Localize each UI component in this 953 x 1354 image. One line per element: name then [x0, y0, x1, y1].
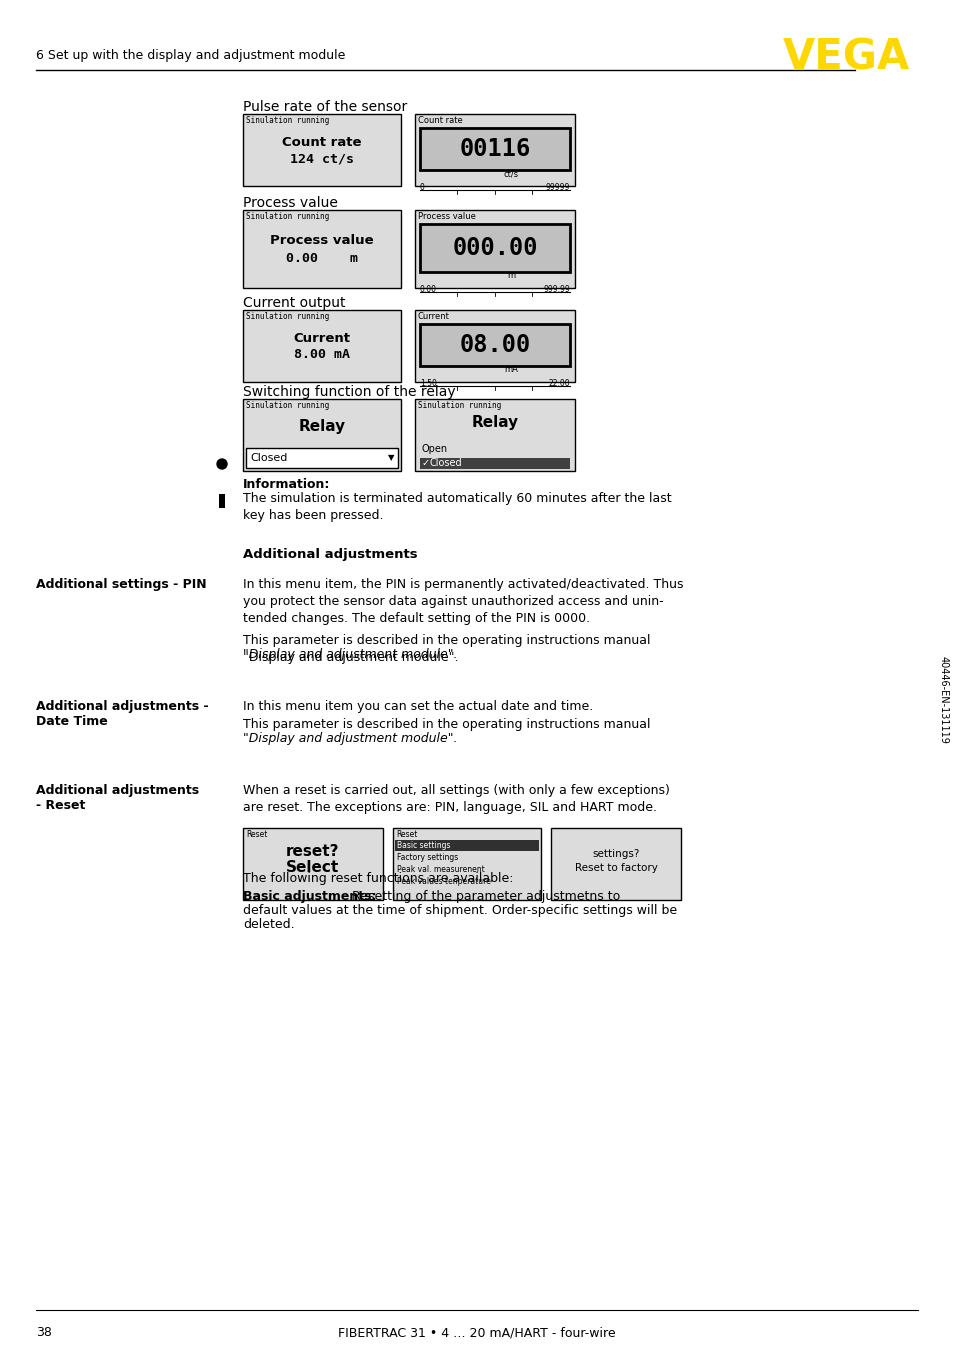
Text: Relay: Relay	[471, 416, 518, 431]
Text: Switching function of the relay: Switching function of the relay	[243, 385, 456, 399]
Text: Information:: Information:	[243, 478, 330, 492]
Bar	[243, 399, 400, 471]
Text: 99999: 99999	[545, 183, 569, 192]
Bar	[415, 310, 575, 382]
Bar	[243, 310, 400, 382]
Text: 1.50: 1.50	[419, 379, 436, 389]
Text: m: m	[506, 272, 515, 280]
Text: In this menu item you can set the actual date and time.: In this menu item you can set the actual…	[243, 700, 593, 714]
Text: ▼: ▼	[387, 454, 394, 463]
Bar	[243, 829, 382, 900]
Text: The simulation is terminated automatically 60 minutes after the last
key has bee: The simulation is terminated automatical…	[243, 492, 671, 523]
Text: mA: mA	[503, 366, 517, 375]
Bar	[415, 399, 575, 471]
Text: Reset: Reset	[395, 830, 416, 839]
Text: Closed: Closed	[430, 458, 462, 468]
Text: 999.99: 999.99	[542, 284, 569, 294]
Text: Factory settings: Factory settings	[396, 853, 457, 862]
Text: The following reset functions are available:: The following reset functions are availa…	[243, 872, 513, 886]
Text: default values at the time of shipment. Order-specific settings will be: default values at the time of shipment. …	[243, 904, 677, 917]
Text: Current: Current	[417, 311, 450, 321]
Text: Process value: Process value	[417, 213, 476, 221]
Text: 40446-EN-131119: 40446-EN-131119	[938, 657, 948, 743]
Text: Count rate: Count rate	[417, 116, 462, 125]
Text: Process value: Process value	[270, 234, 374, 248]
Text: Current: Current	[294, 332, 350, 344]
Text: 124 ct/s: 124 ct/s	[290, 153, 354, 165]
Bar	[415, 114, 575, 185]
Text: 0: 0	[419, 183, 424, 192]
Text: Basic adjustments:: Basic adjustments:	[243, 890, 376, 903]
Text: ✓: ✓	[421, 458, 430, 468]
Text: Reset to factory: Reset to factory	[574, 862, 657, 873]
Text: Peak val. measurenent: Peak val. measurenent	[396, 865, 484, 875]
Bar	[393, 829, 540, 900]
Text: 000.00: 000.00	[452, 236, 537, 260]
Text: Process value: Process value	[243, 196, 337, 210]
Bar	[243, 210, 400, 288]
Text: "Display and adjustment module".: "Display and adjustment module".	[243, 733, 457, 745]
Text: When a reset is carried out, all settings (with only a few exceptions)
are reset: When a reset is carried out, all setting…	[243, 784, 669, 814]
Text: Count rate: Count rate	[282, 135, 361, 149]
Text: 0.00: 0.00	[419, 284, 436, 294]
Text: Sinulation running: Sinulation running	[417, 401, 500, 410]
Bar	[243, 114, 400, 185]
Text: Additional adjustments: Additional adjustments	[243, 548, 417, 561]
Text: 6 Set up with the display and adjustment module: 6 Set up with the display and adjustment…	[36, 49, 345, 61]
Bar	[219, 494, 225, 508]
Text: reset?: reset?	[286, 845, 339, 860]
Text: Additional adjustments -
Date Time: Additional adjustments - Date Time	[36, 700, 209, 728]
Text: 8.00 mA: 8.00 mA	[294, 348, 350, 362]
Text: Sinulation running: Sinulation running	[246, 401, 329, 410]
Text: "Display and adjustment module".: "Display and adjustment module".	[243, 649, 457, 661]
Text: 08.00: 08.00	[459, 333, 530, 357]
Text: deleted.: deleted.	[243, 918, 294, 932]
Text: Additional settings - PIN: Additional settings - PIN	[36, 578, 207, 590]
Bar	[419, 458, 569, 468]
Text: Additional adjustments
- Reset: Additional adjustments - Reset	[36, 784, 199, 812]
Bar	[415, 210, 575, 288]
Text: This parameter is described in the operating instructions manual: This parameter is described in the opera…	[243, 718, 650, 731]
Circle shape	[216, 459, 227, 468]
Text: FIBERTRAC 31 • 4 … 20 mA/HART - four-wire: FIBERTRAC 31 • 4 … 20 mA/HART - four-wir…	[337, 1326, 616, 1339]
Text: Resetting of the parameter adjustmetns to: Resetting of the parameter adjustmetns t…	[348, 890, 619, 903]
Text: Current output: Current output	[243, 297, 345, 310]
Bar	[246, 448, 397, 468]
Text: Peak values tenperature: Peak values tenperature	[396, 877, 491, 887]
Bar	[395, 839, 538, 852]
Bar	[419, 223, 569, 272]
Text: 38: 38	[36, 1326, 51, 1339]
Text: Sinulation running: Sinulation running	[246, 213, 329, 221]
Text: Sinulation running: Sinulation running	[246, 116, 329, 125]
Text: settings?: settings?	[592, 849, 639, 858]
Bar	[419, 324, 569, 366]
Text: In this menu item, the PIN is permanently activated/deactivated. Thus
you protec: In this menu item, the PIN is permanentl…	[243, 578, 682, 626]
Text: 00116: 00116	[459, 137, 530, 161]
Text: Select: Select	[286, 861, 339, 876]
Text: Sinulation running: Sinulation running	[246, 311, 329, 321]
Text: VEGA: VEGA	[781, 37, 909, 79]
Text: 22.00: 22.00	[548, 379, 569, 389]
Text: Open: Open	[421, 444, 448, 454]
Text: Closed: Closed	[250, 454, 287, 463]
Text: ct/s: ct/s	[503, 169, 518, 179]
Text: Reset: Reset	[246, 830, 267, 839]
Text: Pulse rate of the sensor: Pulse rate of the sensor	[243, 100, 407, 114]
Text: 0.00    m: 0.00 m	[286, 252, 357, 264]
Bar	[419, 129, 569, 171]
Text: Basic settings: Basic settings	[396, 841, 450, 850]
Text: This parameter is described in the operating instructions manual
"Display and ad: This parameter is described in the opera…	[243, 634, 650, 663]
Bar	[551, 829, 680, 900]
Text: Relay: Relay	[298, 420, 345, 435]
